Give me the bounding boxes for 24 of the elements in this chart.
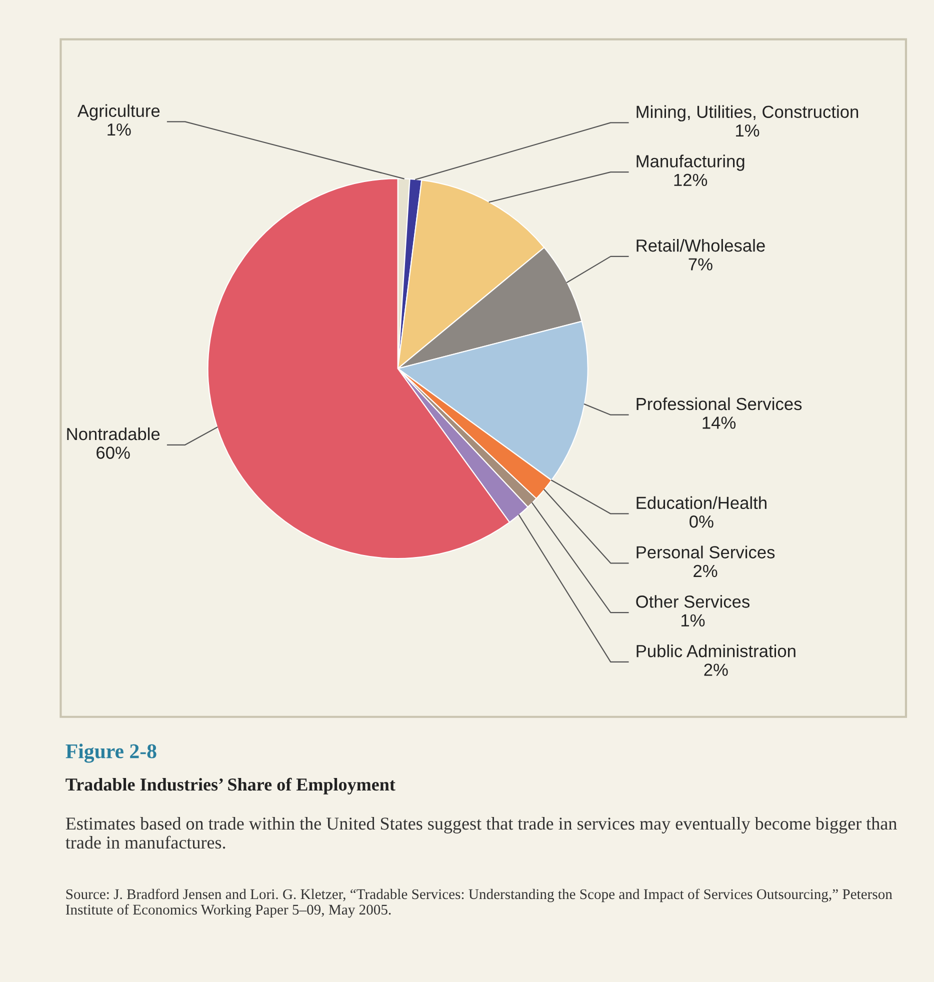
- data-label: 1%: [108, 124, 131, 136]
- caption: Figure 2-8: [66, 744, 156, 763]
- text: 0%: [690, 515, 714, 528]
- data-label: 2%: [694, 564, 718, 578]
- data-label: 12%: [674, 174, 708, 186]
- legend-label: Education/Health: [636, 496, 766, 510]
- slice-label: Professional Services: [636, 397, 802, 410]
- data-label: 60%: [96, 446, 130, 459]
- slice-label: Other Services: [636, 595, 750, 608]
- data-label: 1%: [736, 124, 760, 137]
- text: Estimates based on trade within the United States suggest that trade in services may eventually become bigger than trade in manufactures.: [66, 817, 897, 849]
- data-label: 7%: [688, 258, 712, 270]
- text: Tradable Industries’ Share of Employment: [66, 778, 396, 794]
- slice-label: Agriculture: [77, 104, 160, 120]
- slice-label: Mining, Utilities, Construction: [636, 105, 858, 122]
- data-label: 14%: [702, 416, 736, 429]
- slice-label: Personal Services: [636, 546, 775, 558]
- source-note: Source: J. Bradford Jensen and Lori. G. Kletzer, “Tradable Services: Understanding the Scope and Impact of Services Outsourcing,” Peterson Institute of Economics Working Paper 5–09, May 2005.: [66, 888, 892, 918]
- slice-label: Manufacturing: [636, 154, 744, 171]
- slice-label: Retail/Wholesale: [636, 239, 765, 252]
- slice-label: Public Administration: [636, 644, 796, 658]
- slice-label: Nontradable: [67, 427, 160, 440]
- data-label: 2%: [704, 664, 728, 676]
- data-label: 1%: [682, 614, 705, 626]
